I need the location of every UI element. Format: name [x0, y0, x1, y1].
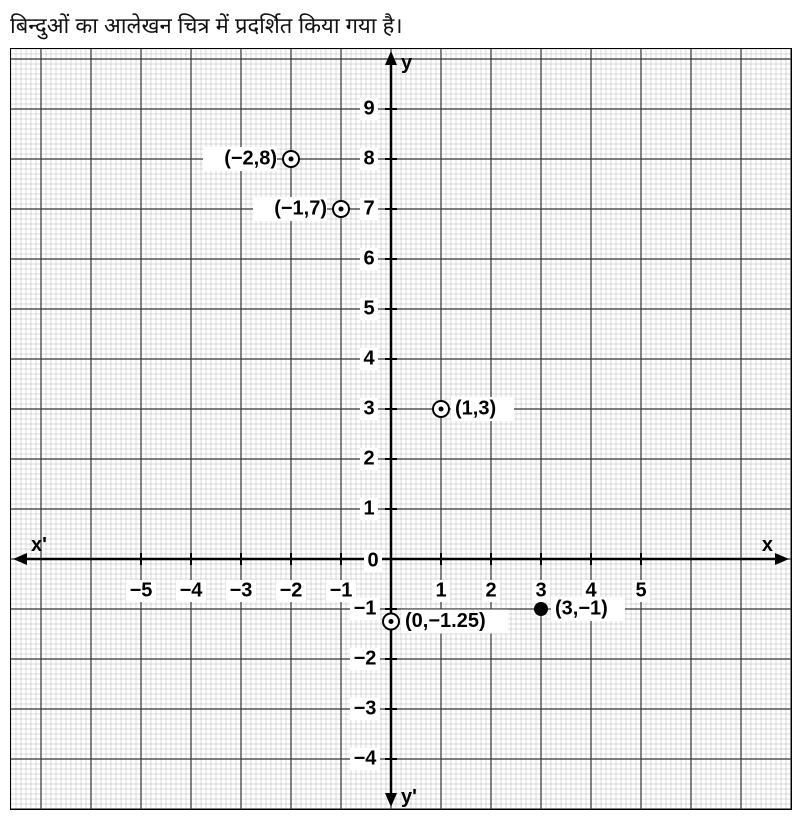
svg-text:−1: −1: [354, 597, 377, 619]
svg-text:5: 5: [363, 297, 374, 319]
svg-text:x: x: [762, 534, 773, 556]
svg-text:(−1,7): (−1,7): [274, 197, 327, 219]
svg-text:−5: −5: [130, 579, 153, 601]
svg-text:−4: −4: [180, 579, 204, 601]
svg-text:6: 6: [363, 247, 374, 269]
svg-text:2: 2: [363, 447, 374, 469]
svg-text:−2: −2: [280, 579, 303, 601]
graph-svg: yy'xx'123456789−1−2−3−40−5−4−3−2−112345(…: [11, 49, 791, 809]
graph-paper: yy'xx'123456789−1−2−3−40−5−4−3−2−112345(…: [10, 48, 792, 810]
caption-text: बिन्दुओं का आलेखन चित्र में प्रदर्शित कि…: [10, 10, 800, 40]
svg-text:1: 1: [435, 579, 446, 601]
svg-text:9: 9: [363, 97, 374, 119]
svg-text:1: 1: [363, 497, 374, 519]
svg-text:3: 3: [363, 397, 374, 419]
svg-text:8: 8: [363, 147, 374, 169]
svg-text:−3: −3: [230, 579, 253, 601]
svg-text:y': y': [401, 786, 417, 808]
svg-text:(−2,8): (−2,8): [224, 147, 277, 169]
svg-text:y: y: [401, 52, 413, 74]
svg-text:(3,−1): (3,−1): [555, 597, 608, 619]
svg-text:7: 7: [363, 197, 374, 219]
svg-text:x': x': [31, 534, 47, 556]
svg-text:4: 4: [363, 347, 375, 369]
svg-text:0: 0: [367, 549, 378, 571]
svg-text:(1,3): (1,3): [455, 397, 496, 419]
svg-text:−4: −4: [354, 747, 378, 769]
svg-text:(0,−1.25): (0,−1.25): [405, 610, 486, 632]
svg-text:−2: −2: [354, 647, 377, 669]
svg-text:2: 2: [485, 579, 496, 601]
svg-text:−3: −3: [354, 697, 377, 719]
svg-text:5: 5: [635, 579, 646, 601]
svg-text:−1: −1: [330, 579, 353, 601]
svg-text:3: 3: [535, 579, 546, 601]
